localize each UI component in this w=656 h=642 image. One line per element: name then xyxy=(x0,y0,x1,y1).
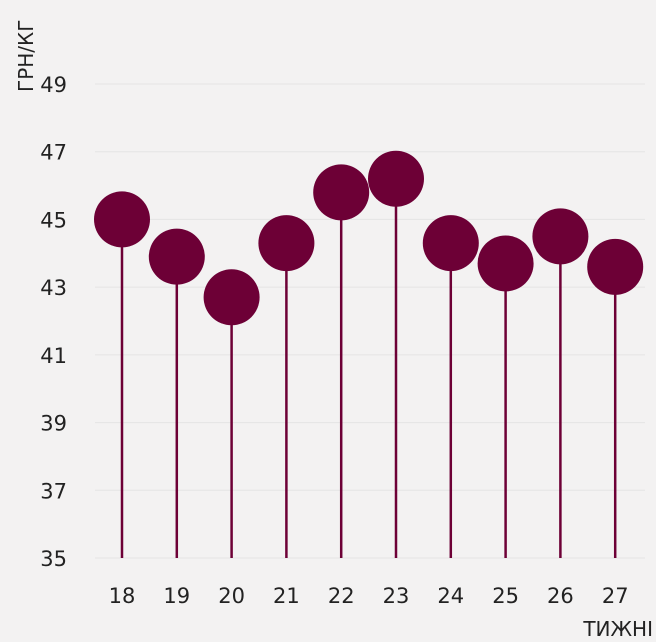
marker-week-21 xyxy=(258,215,315,272)
y-tick-label-35: 35 xyxy=(40,547,67,571)
y-tick-label-45: 45 xyxy=(40,208,67,232)
lollipop-markers xyxy=(94,150,644,326)
marker-week-24 xyxy=(422,215,479,272)
y-tick-label-37: 37 xyxy=(40,479,67,503)
y-tick-label-49: 49 xyxy=(40,73,67,97)
x-axis-label: ТИЖНІ xyxy=(582,617,653,641)
x-tick-label-24: 24 xyxy=(437,584,464,608)
x-tick-label-18: 18 xyxy=(109,584,136,608)
y-tick-label-41: 41 xyxy=(40,344,67,368)
y-tick-label-43: 43 xyxy=(40,276,67,300)
marker-week-19 xyxy=(148,228,205,285)
marker-week-23 xyxy=(368,150,424,207)
x-tick-label-26: 26 xyxy=(547,584,574,608)
y-tick-label-39: 39 xyxy=(40,412,67,436)
x-tick-label-19: 19 xyxy=(163,584,190,608)
x-tick-label-22: 22 xyxy=(328,584,355,608)
x-tick-label-20: 20 xyxy=(218,584,245,608)
x-tick-label-27: 27 xyxy=(602,584,629,608)
lollipop-stems xyxy=(120,178,617,558)
y-axis-label: ГРН/КГ xyxy=(14,20,38,92)
marker-week-18 xyxy=(94,191,150,248)
x-tick-label-23: 23 xyxy=(383,584,410,608)
y-tick-label-47: 47 xyxy=(40,141,67,165)
marker-week-25 xyxy=(477,235,534,292)
marker-week-22 xyxy=(313,164,370,221)
marker-week-26 xyxy=(532,208,589,265)
y-axis-ticks: 35 37 39 41 43 45 47 49 xyxy=(40,73,67,571)
x-tick-label-25: 25 xyxy=(492,584,519,608)
marker-week-20 xyxy=(203,269,260,326)
grid-lines xyxy=(95,83,645,559)
x-axis-ticks: 18 19 20 21 22 23 24 25 26 27 xyxy=(109,584,629,608)
x-tick-label-21: 21 xyxy=(273,584,300,608)
marker-week-27 xyxy=(587,238,644,295)
